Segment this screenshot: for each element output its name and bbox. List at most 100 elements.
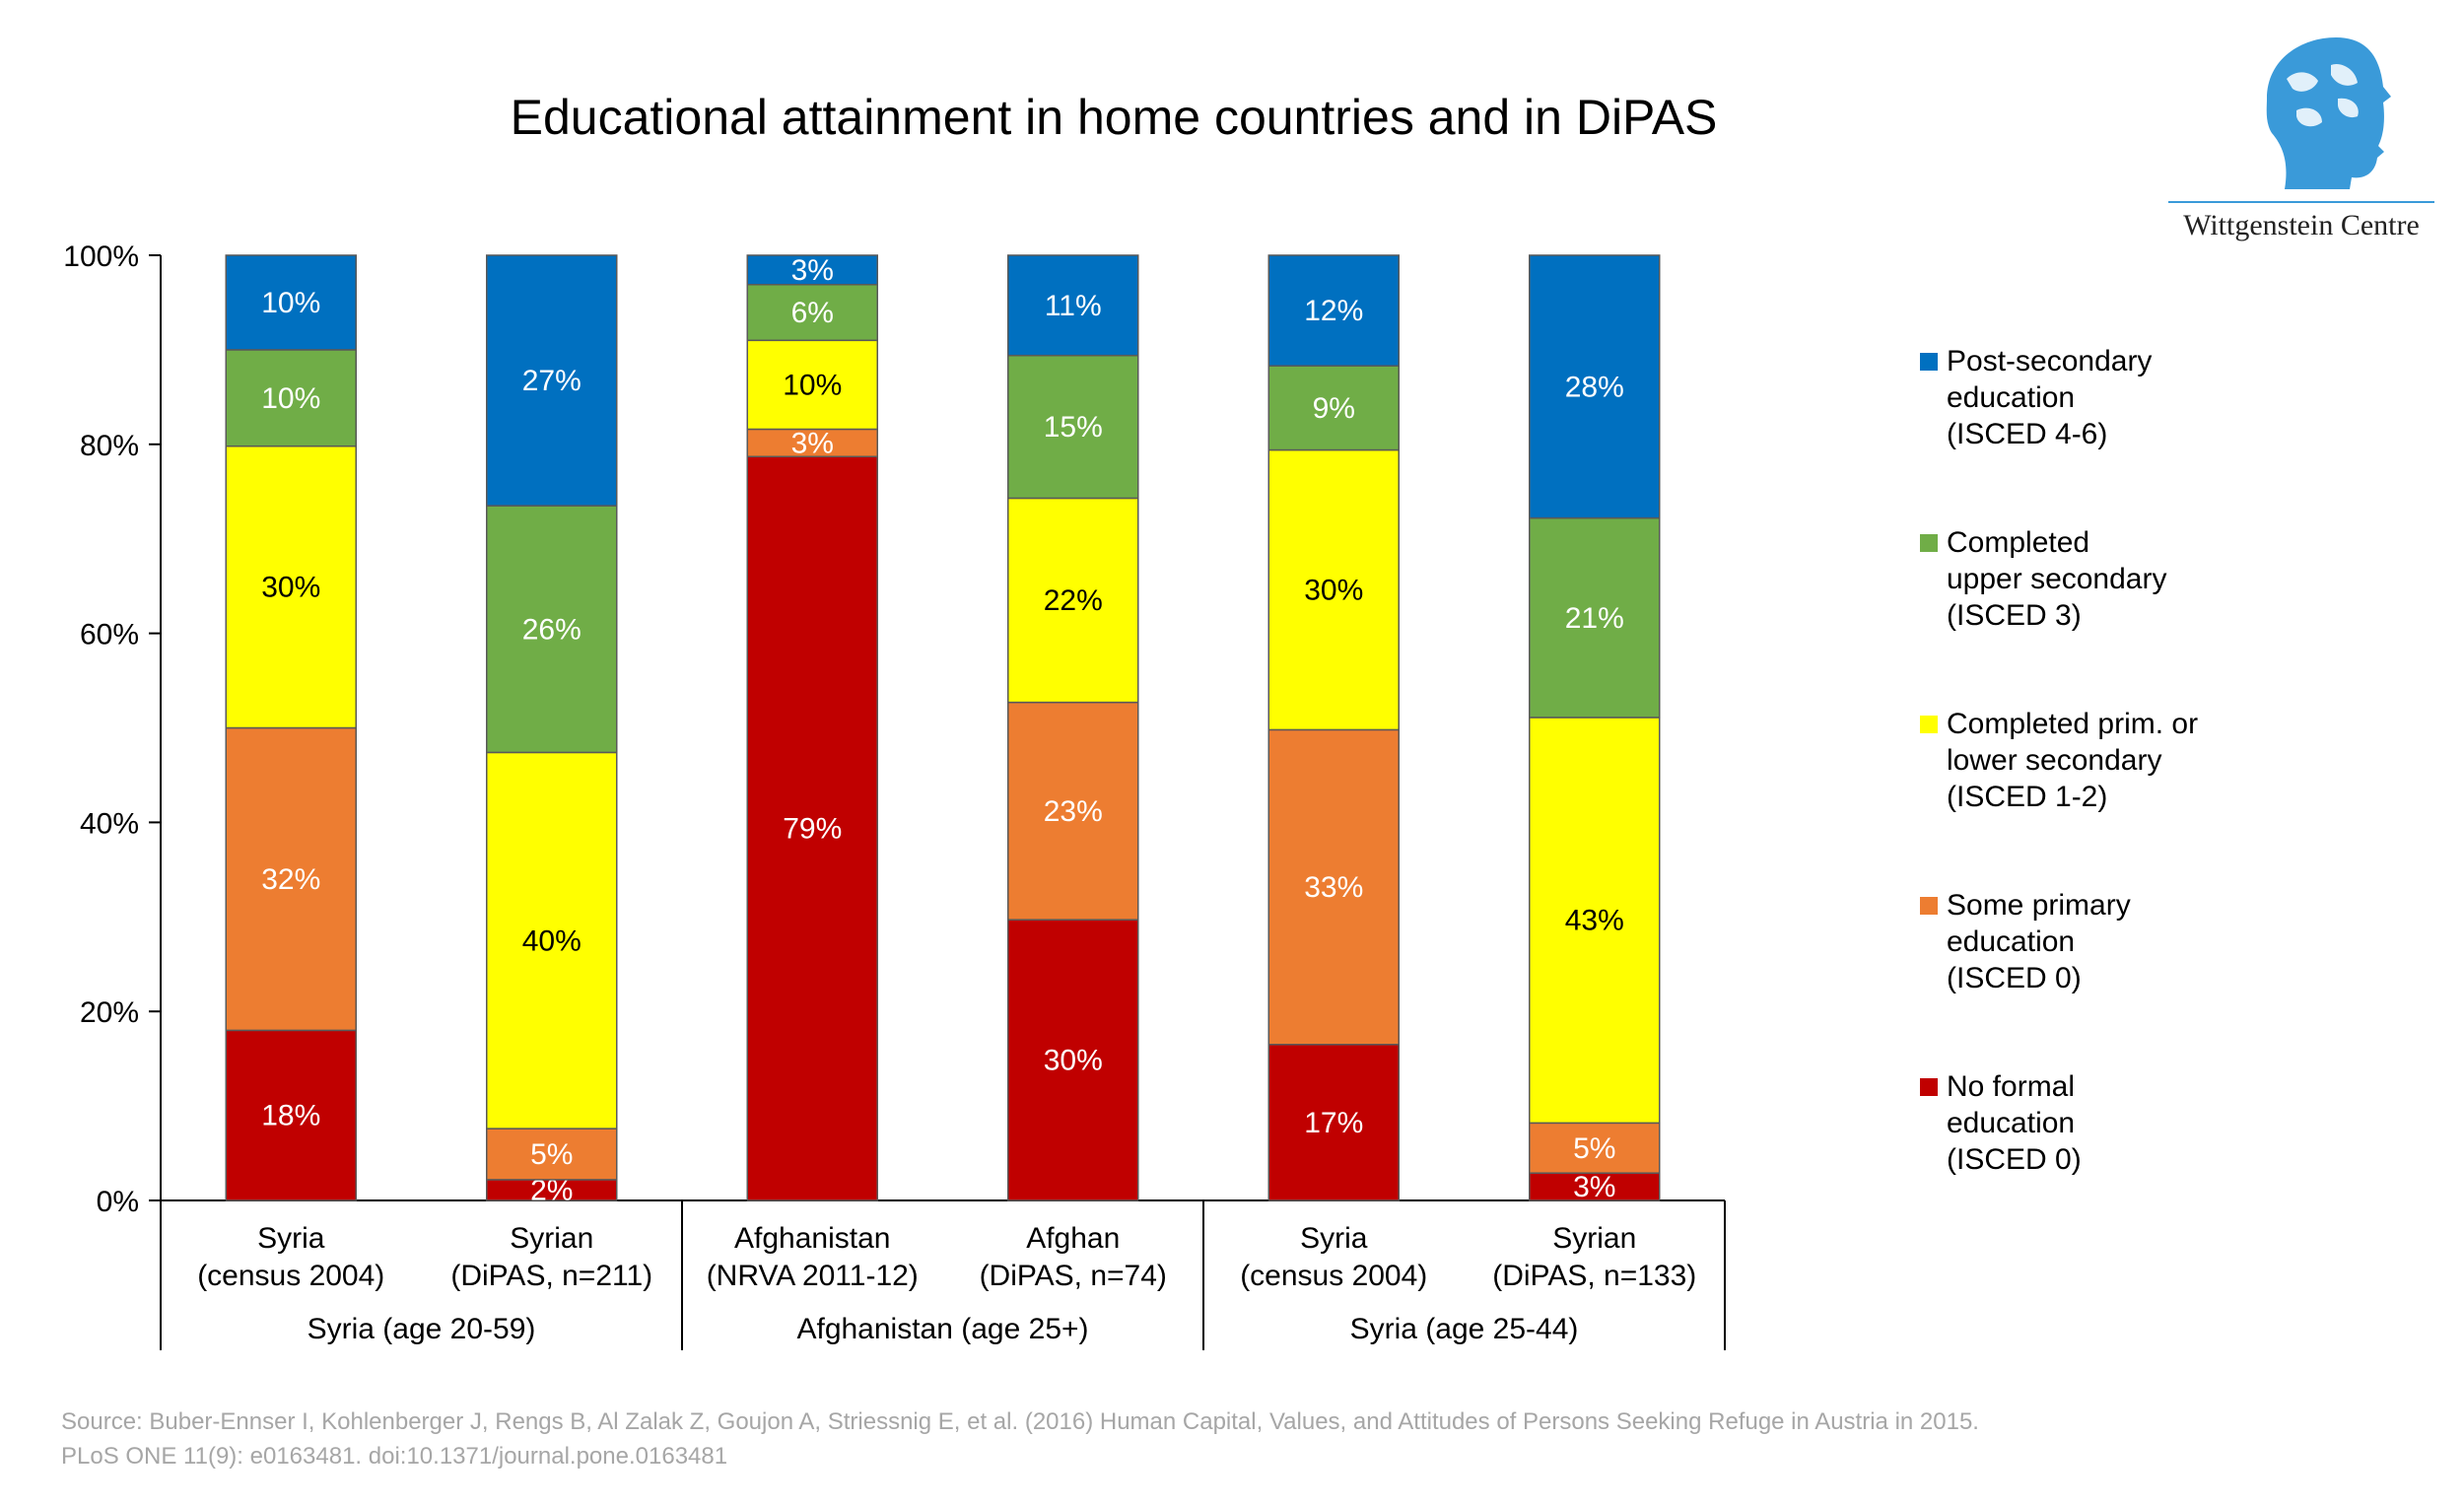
legend: Post-secondary education (ISCED 4-6) Comple… bbox=[1920, 345, 2198, 1176]
data-label: 11% bbox=[1045, 290, 1102, 322]
legend-swatch bbox=[1920, 716, 1938, 733]
source-line-2: PLoS ONE 11(9): e0163481. doi:10.1371/jo… bbox=[61, 1443, 727, 1470]
data-label: 21% bbox=[1565, 602, 1624, 635]
y-tick-label: 40% bbox=[80, 807, 139, 840]
legend-label: (ISCED 0) bbox=[1947, 962, 2082, 994]
x-category-sublabel: (DiPAS, n=211) bbox=[450, 1260, 652, 1292]
y-tick-label: 20% bbox=[80, 996, 139, 1029]
bar-segment bbox=[225, 349, 357, 447]
data-label: 30% bbox=[261, 572, 320, 604]
bar-segment bbox=[486, 505, 618, 754]
x-category-sublabel: (DiPAS, n=74) bbox=[980, 1260, 1167, 1292]
legend-label: education bbox=[1947, 925, 2075, 958]
legend-label: upper secondary bbox=[1947, 563, 2166, 595]
data-label: 9% bbox=[1313, 392, 1355, 425]
x-category-label: Afghan bbox=[1026, 1222, 1120, 1255]
bar-segment bbox=[225, 1029, 357, 1201]
bar-segment bbox=[746, 254, 878, 286]
bar-segment bbox=[1529, 717, 1661, 1125]
data-label: 27% bbox=[522, 365, 582, 397]
legend-label: education bbox=[1947, 1107, 2075, 1139]
bar-segment bbox=[225, 254, 357, 351]
legend-label: Completed prim. or bbox=[1947, 708, 2198, 740]
legend-label: (ISCED 1-2) bbox=[1947, 781, 2107, 813]
chart-title: Educational attainment in home countries… bbox=[511, 90, 1718, 145]
bar-segment bbox=[486, 1128, 618, 1181]
data-label: 26% bbox=[522, 613, 582, 646]
source-line-1: Source: Buber-Ennser I, Kohlenberger J, … bbox=[61, 1408, 1979, 1435]
bar-segment bbox=[746, 455, 878, 1201]
data-label: 3% bbox=[791, 427, 834, 459]
data-label: 10% bbox=[261, 382, 320, 415]
x-axis-categories: Syria (census 2004) Syrian (DiPAS, n=211) Af… bbox=[160, 1200, 1726, 1350]
y-tick-label: 60% bbox=[80, 619, 139, 651]
head-globe-icon bbox=[2266, 37, 2391, 189]
y-tick-label: 100% bbox=[63, 240, 139, 273]
bar-segment bbox=[1267, 448, 1400, 731]
data-label: 33% bbox=[1304, 871, 1363, 904]
legend-label: Completed bbox=[1947, 526, 2089, 559]
data-label: 6% bbox=[791, 297, 834, 329]
bar-segment bbox=[1007, 254, 1139, 357]
data-label: 3% bbox=[1573, 1171, 1615, 1203]
bar-segment bbox=[1007, 354, 1139, 500]
legend-swatch bbox=[1920, 1078, 1938, 1096]
data-label: 5% bbox=[1573, 1132, 1615, 1165]
plot-area: 18%32%30%10%10%2%5%40%26%27%79%3%10%6%3%… bbox=[225, 254, 1661, 1206]
bar-segment bbox=[1267, 254, 1400, 367]
data-label: 5% bbox=[530, 1138, 573, 1171]
legend-label: Some primary bbox=[1947, 889, 2131, 922]
x-category-label: Afghanistan bbox=[734, 1222, 890, 1255]
bar-segment bbox=[486, 254, 618, 507]
bar-segment bbox=[486, 751, 618, 1130]
x-group-label: Syria (age 20-59) bbox=[308, 1313, 536, 1345]
bar-segment bbox=[1007, 919, 1139, 1201]
bar-segment bbox=[225, 445, 357, 729]
data-label: 32% bbox=[261, 863, 320, 896]
y-tick-label: 0% bbox=[97, 1186, 139, 1218]
x-category-label: Syrian bbox=[510, 1222, 593, 1255]
legend-label: (ISCED 3) bbox=[1947, 599, 2082, 632]
data-label: 40% bbox=[522, 924, 582, 957]
legend-label: Post-secondary bbox=[1947, 345, 2152, 377]
legend-swatch bbox=[1920, 353, 1938, 371]
data-label: 23% bbox=[1044, 795, 1103, 828]
legend-swatch bbox=[1920, 534, 1938, 552]
data-label: 12% bbox=[1304, 295, 1363, 327]
y-tick-label: 80% bbox=[80, 430, 139, 462]
legend-label: education bbox=[1947, 381, 2075, 414]
x-group-label: Syria (age 25-44) bbox=[1350, 1313, 1579, 1345]
data-label: 10% bbox=[261, 287, 320, 319]
legend-label: (ISCED 4-6) bbox=[1947, 418, 2107, 450]
x-category-sublabel: (DiPAS, n=133) bbox=[1492, 1260, 1696, 1292]
bar-segment bbox=[1529, 254, 1661, 519]
bar-segment bbox=[225, 726, 357, 1032]
x-category-label: Syria bbox=[1300, 1222, 1368, 1255]
data-label: 30% bbox=[1304, 574, 1363, 606]
data-label: 3% bbox=[791, 254, 834, 287]
bar-segment bbox=[1267, 365, 1400, 451]
x-category-sublabel: (census 2004) bbox=[1240, 1260, 1427, 1292]
x-category-label: Syrian bbox=[1552, 1222, 1636, 1255]
bar-segment bbox=[1529, 516, 1661, 719]
legend-swatch bbox=[1920, 897, 1938, 915]
legend-label: (ISCED 0) bbox=[1947, 1143, 2082, 1176]
axes: 0% 20% 40% 60% 80% 100% bbox=[63, 240, 1725, 1218]
bar-segment bbox=[1007, 701, 1139, 921]
logo-text: Wittgenstein Centre bbox=[2183, 209, 2420, 241]
wittgenstein-logo: Wittgenstein Centre bbox=[2168, 37, 2434, 241]
data-label: 17% bbox=[1304, 1107, 1363, 1139]
x-group-label: Afghanistan (age 25+) bbox=[796, 1313, 1088, 1345]
x-category-sublabel: (NRVA 2011-12) bbox=[707, 1260, 919, 1292]
data-label: 79% bbox=[783, 813, 842, 846]
data-label: 18% bbox=[261, 1100, 320, 1132]
data-label: 30% bbox=[1044, 1045, 1103, 1077]
data-label: 28% bbox=[1565, 371, 1624, 403]
legend-label: lower secondary bbox=[1947, 744, 2161, 777]
data-label: 22% bbox=[1044, 584, 1103, 617]
legend-label: No formal bbox=[1947, 1070, 2075, 1103]
data-label: 10% bbox=[783, 369, 842, 401]
x-category-label: Syria bbox=[257, 1222, 325, 1255]
data-label: 15% bbox=[1044, 411, 1103, 444]
